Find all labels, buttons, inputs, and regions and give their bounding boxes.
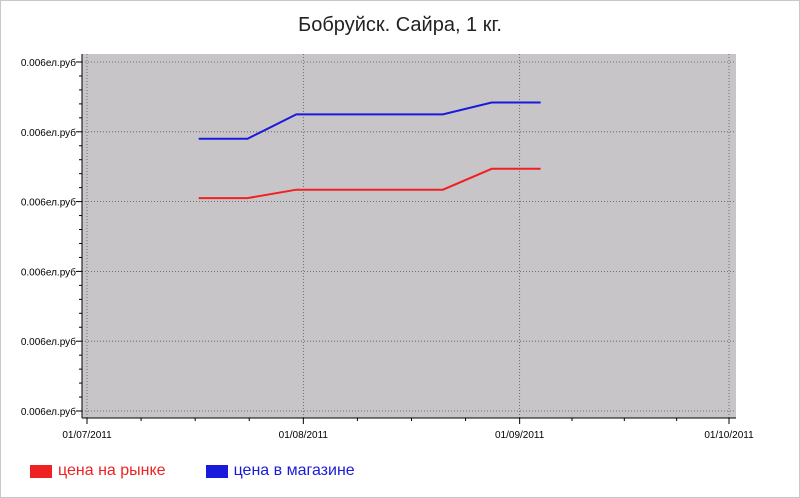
legend-item-market: цена на рынке bbox=[30, 462, 166, 480]
legend-label-store: цена в магазине bbox=[233, 462, 355, 479]
legend-label-market: цена на рынке bbox=[58, 462, 166, 479]
legend-swatch-store bbox=[205, 464, 228, 478]
y-tick-label: 0.006ел.руб bbox=[21, 406, 76, 418]
legend: цена на рынке цена в магазине bbox=[30, 460, 355, 482]
x-tick-label: 01/07/2011 bbox=[62, 430, 112, 441]
x-tick-label: 01/10/2011 bbox=[704, 430, 754, 441]
legend-swatch-market bbox=[30, 464, 52, 478]
series-lines bbox=[198, 101, 541, 200]
legend-item-store: цена в магазине bbox=[205, 462, 355, 480]
chart-title: Бобруйск. Сайра, 1 кг. bbox=[298, 14, 502, 36]
series-line-1 bbox=[198, 101, 541, 140]
y-tick-label: 0.006ел.руб bbox=[21, 197, 76, 209]
y-tick-label: 0.006ел.руб bbox=[21, 57, 76, 69]
x-tick-labels: 01/07/2011 01/08/2011 01/09/2011 01/10/2011 bbox=[62, 430, 754, 441]
plot-area bbox=[82, 54, 736, 418]
x-tick-label: 01/08/2011 bbox=[279, 430, 329, 441]
y-tick-label: 0.006ел.руб bbox=[21, 127, 76, 139]
y-tick-labels: 0.006ел.руб 0.006ел.руб 0.006ел.руб 0.006ел… bbox=[21, 57, 76, 418]
y-tick-label: 0.006ел.руб bbox=[21, 336, 76, 348]
grid-lines bbox=[82, 54, 736, 418]
y-tick-label: 0.006ел.руб bbox=[21, 266, 76, 278]
series-line-0 bbox=[198, 167, 541, 200]
x-tick-label: 01/09/2011 bbox=[495, 430, 545, 441]
